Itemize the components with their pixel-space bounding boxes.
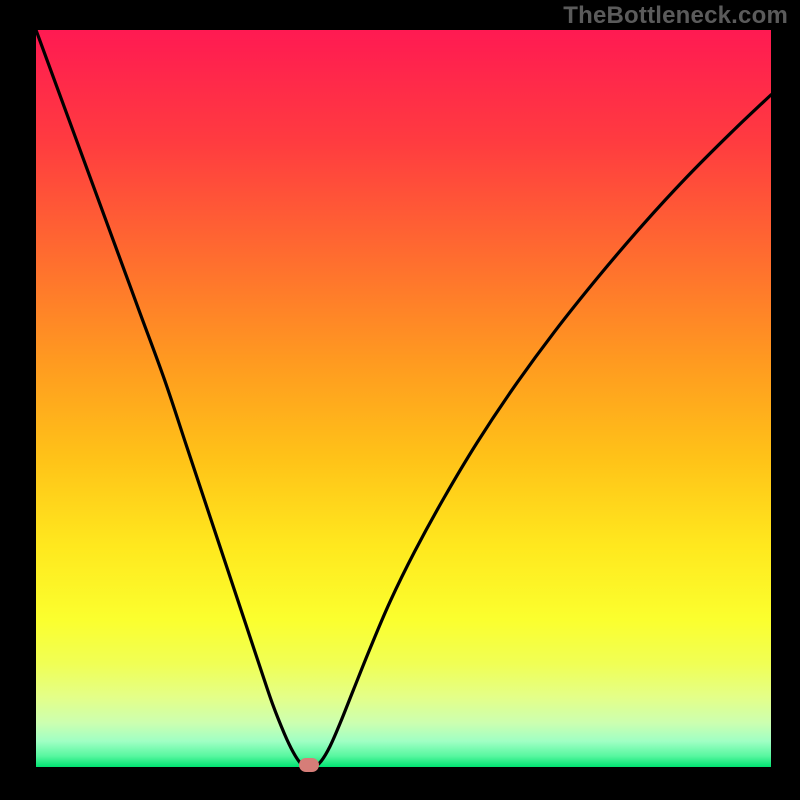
- chart-background-gradient: [36, 30, 771, 767]
- chart-svg: [36, 30, 771, 767]
- watermark-text: TheBottleneck.com: [563, 2, 788, 30]
- bottleneck-chart: [36, 30, 771, 767]
- optimal-point-marker: [299, 758, 319, 772]
